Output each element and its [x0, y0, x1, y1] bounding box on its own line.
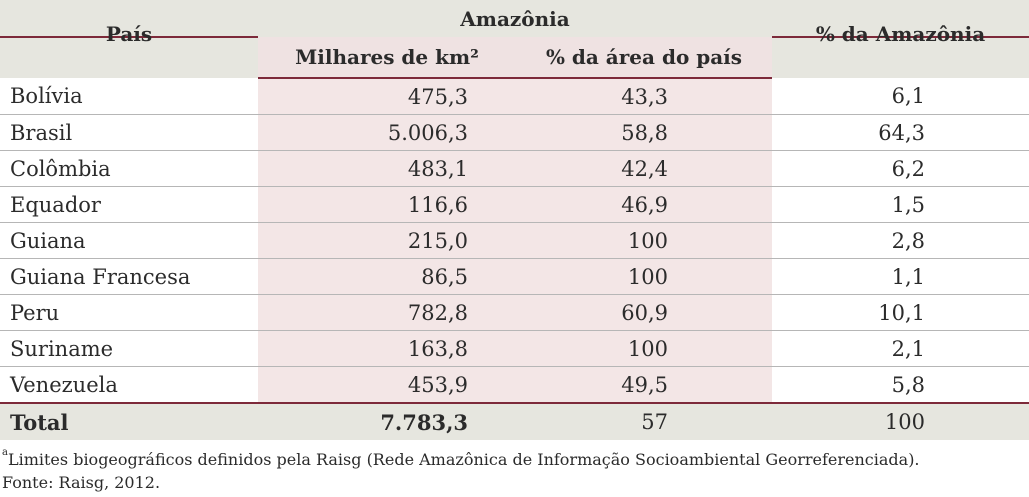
milhares-value: 163,8	[258, 330, 516, 367]
total-row: Total 7.783,3 57 100	[0, 403, 1029, 440]
table-row: Guiana 215,0 100 2,8	[0, 222, 1029, 259]
pct-amazonia-value: 6,1	[772, 78, 1029, 115]
header-pct-amazonia-cell-lower	[772, 37, 1029, 78]
table-header: Amazônia Milhares de km² % da área do pa…	[0, 0, 1029, 79]
header-pais-cell	[0, 0, 258, 38]
milhares-value: 483,1	[258, 150, 516, 187]
table-footer: Total 7.783,3 57 100	[0, 403, 1029, 440]
table-row: Venezuela 453,9 49,5 5,8	[0, 366, 1029, 404]
header-pais: País	[105, 22, 153, 46]
country-name: Guiana Francesa	[0, 258, 258, 295]
header-pct-area-pais: % da área do país	[516, 37, 772, 79]
country-name: Brasil	[0, 114, 258, 151]
milhares-value: 116,6	[258, 186, 516, 223]
pct-area-pais-value: 42,4	[516, 150, 772, 187]
amazon-data-table: Amazônia Milhares de km² % da área do pa…	[0, 0, 1029, 440]
country-name: Equador	[0, 186, 258, 223]
country-name: Bolívia	[0, 78, 258, 115]
pct-area-pais-value: 100	[516, 258, 772, 295]
pct-area-pais-value: 46,9	[516, 186, 772, 223]
table-row: Equador 116,6 46,9 1,5	[0, 186, 1029, 223]
header-milhares: Milhares de km²	[258, 37, 516, 79]
country-name: Venezuela	[0, 366, 258, 404]
milhares-value: 475,3	[258, 78, 516, 115]
footnote-marker: a	[2, 447, 8, 458]
footnote-text: Limites biogeográficos definidos pela Ra…	[7, 450, 920, 469]
milhares-value: 453,9	[258, 366, 516, 404]
pct-amazonia-value: 2,1	[772, 330, 1029, 367]
header-amazonia: Amazônia	[258, 0, 772, 37]
pct-area-pais-value: 58,8	[516, 114, 772, 151]
total-label: Total	[0, 403, 258, 440]
pct-area-pais-value: 100	[516, 222, 772, 259]
pct-area-pais-value: 60,9	[516, 294, 772, 331]
header-pct-amazonia: % da Amazônia	[815, 22, 986, 46]
table-row: Brasil 5.006,3 58,8 64,3	[0, 114, 1029, 151]
pct-area-pais-value: 49,5	[516, 366, 772, 404]
pct-area-pais-value: 100	[516, 330, 772, 367]
milhares-value: 86,5	[258, 258, 516, 295]
table-row: Guiana Francesa 86,5 100 1,1	[0, 258, 1029, 295]
header-pct-amazonia-cell	[772, 0, 1029, 38]
pct-amazonia-value: 64,3	[772, 114, 1029, 151]
table-row: Suriname 163,8 100 2,1	[0, 330, 1029, 367]
milhares-value: 215,0	[258, 222, 516, 259]
country-name: Suriname	[0, 330, 258, 367]
total-milhares: 7.783,3	[258, 403, 516, 440]
pct-amazonia-value: 6,2	[772, 150, 1029, 187]
table-row: Bolívia 475,3 43,3 6,1	[0, 78, 1029, 115]
pct-amazonia-value: 1,5	[772, 186, 1029, 223]
table-row: Peru 782,8 60,9 10,1	[0, 294, 1029, 331]
pct-amazonia-value: 10,1	[772, 294, 1029, 331]
country-name: Peru	[0, 294, 258, 331]
pct-area-pais-value: 43,3	[516, 78, 772, 115]
milhares-value: 782,8	[258, 294, 516, 331]
pct-amazonia-value: 2,8	[772, 222, 1029, 259]
country-name: Guiana	[0, 222, 258, 259]
table-row: Colômbia 483,1 42,4 6,2	[0, 150, 1029, 187]
source-note: Fonte: Raisg, 2012.	[2, 473, 161, 492]
total-pct-area-pais: 57	[516, 403, 772, 440]
table-body: Bolívia 475,3 43,3 6,1 Brasil 5.006,3 58,8 64,3…	[0, 78, 1029, 404]
footnote: aLimites biogeográficos definidos pela R…	[2, 448, 920, 471]
country-name: Colômbia	[0, 150, 258, 187]
pct-amazonia-value: 1,1	[772, 258, 1029, 295]
table-notes: aLimites biogeográficos definidos pela R…	[2, 448, 920, 494]
pct-amazonia-value: 5,8	[772, 366, 1029, 404]
header-pais-cell-lower	[0, 37, 258, 78]
total-pct-amazonia: 100	[772, 403, 1029, 440]
milhares-value: 5.006,3	[258, 114, 516, 151]
